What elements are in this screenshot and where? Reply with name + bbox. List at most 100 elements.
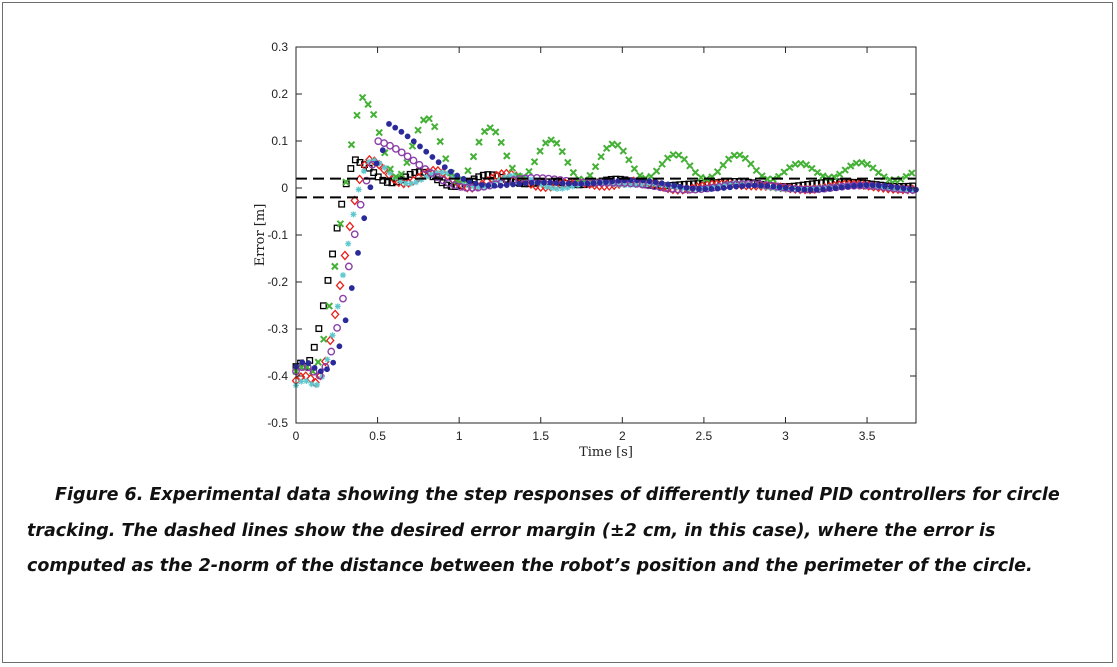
data-point-asterisk xyxy=(298,378,305,385)
data-point-x-mark xyxy=(614,141,622,149)
data-point-dot xyxy=(875,182,882,189)
data-point-x-mark xyxy=(475,138,483,146)
data-point-asterisk xyxy=(804,185,811,192)
data-point-asterisk xyxy=(627,182,634,189)
data-point-dot xyxy=(900,185,907,192)
data-point-dot xyxy=(367,184,374,191)
data-point-asterisk xyxy=(376,160,383,167)
data-point-square xyxy=(411,169,419,176)
data-point-x-mark xyxy=(491,128,500,136)
data-point-dot xyxy=(751,182,758,189)
data-point-x-mark xyxy=(375,128,383,137)
data-point-circle xyxy=(333,323,342,332)
data-point-circle xyxy=(386,141,394,150)
data-point-dot xyxy=(485,182,492,189)
data-point-diamond xyxy=(360,160,369,171)
data-point-diamond xyxy=(325,335,335,346)
data-point-asterisk xyxy=(460,178,467,185)
data-point-x-mark xyxy=(419,116,428,124)
data-point-square xyxy=(315,325,323,333)
data-point-square xyxy=(452,183,460,191)
data-point-dot xyxy=(311,364,318,371)
data-point-x-mark xyxy=(314,358,322,366)
data-point-dot xyxy=(894,184,901,191)
data-point-circle xyxy=(421,165,430,173)
x-tick-label: 1 xyxy=(456,429,463,443)
data-point-x-mark xyxy=(336,220,345,228)
data-point-x-mark xyxy=(752,166,761,175)
data-point-dot xyxy=(820,186,826,193)
data-point-asterisk xyxy=(329,332,336,339)
data-point-dot xyxy=(739,183,746,189)
data-point-dot xyxy=(516,180,523,187)
data-point-dot xyxy=(404,133,411,140)
data-point-dot xyxy=(652,179,659,185)
data-point-dot xyxy=(677,183,684,190)
data-point-dot xyxy=(466,178,473,185)
data-point-asterisk xyxy=(726,180,733,187)
data-point-asterisk xyxy=(418,176,425,183)
data-point-x-mark xyxy=(780,168,788,176)
data-point-x-mark xyxy=(658,160,666,168)
data-point-x-mark xyxy=(736,151,744,159)
data-point-x-mark xyxy=(869,164,877,172)
data-point-asterisk xyxy=(345,240,352,247)
data-point-dot xyxy=(745,182,752,189)
data-point-dot xyxy=(789,185,795,192)
x-tick-label: 3 xyxy=(782,429,789,443)
data-point-x-mark xyxy=(480,127,489,136)
data-point-x-mark xyxy=(414,126,422,134)
data-point-x-mark xyxy=(442,154,450,163)
data-point-dot xyxy=(435,159,442,166)
data-point-dot xyxy=(373,160,380,167)
data-point-asterisk xyxy=(554,185,561,192)
data-point-x-mark xyxy=(397,170,406,178)
data-point-dot xyxy=(782,184,789,191)
data-point-asterisk xyxy=(339,272,346,279)
data-point-x-mark xyxy=(625,156,633,164)
data-point-dot xyxy=(410,138,417,145)
data-point-x-mark xyxy=(852,159,860,167)
data-point-dot xyxy=(863,182,870,189)
data-point-dot xyxy=(683,184,690,191)
data-point-circle xyxy=(409,156,418,165)
data-point-x-mark xyxy=(608,140,616,148)
data-point-asterisk xyxy=(721,181,728,188)
data-point-x-mark xyxy=(569,168,578,177)
data-point-x-mark xyxy=(331,262,339,271)
data-point-asterisk xyxy=(334,303,341,310)
data-point-x-mark xyxy=(747,160,755,168)
data-point-asterisk xyxy=(397,178,404,185)
data-point-circle xyxy=(397,148,406,157)
data-point-dot xyxy=(355,249,361,256)
data-point-dot xyxy=(299,359,306,366)
data-point-dot xyxy=(813,186,820,193)
data-point-dot xyxy=(776,184,783,191)
data-point-diamond xyxy=(350,195,360,206)
data-point-x-mark xyxy=(597,152,605,161)
data-point-x-mark xyxy=(652,167,661,175)
data-point-dot xyxy=(460,176,467,182)
data-point-dot xyxy=(361,215,368,222)
data-point-dot xyxy=(646,178,653,185)
figure-caption: Figure 6. Experimental data showing the … xyxy=(27,485,1060,576)
data-point-asterisk xyxy=(371,157,378,164)
data-point-x-mark xyxy=(358,93,367,102)
y-tick-label: -0.2 xyxy=(267,275,288,289)
data-point-circle xyxy=(350,230,359,239)
series-layer xyxy=(291,93,919,389)
data-point-dot xyxy=(801,186,808,193)
data-point-dot xyxy=(429,154,436,160)
data-point-x-mark xyxy=(536,147,544,155)
data-point-asterisk xyxy=(355,186,362,193)
data-point-asterisk xyxy=(731,180,738,187)
x-tick-label: 2.5 xyxy=(696,429,713,443)
data-point-dot xyxy=(386,121,392,127)
data-point-dot xyxy=(590,180,597,187)
data-point-asterisk xyxy=(381,164,388,171)
data-point-x-mark xyxy=(508,164,517,172)
data-point-x-mark xyxy=(786,163,794,172)
data-point-x-mark xyxy=(835,170,844,178)
data-point-asterisk xyxy=(324,356,331,363)
data-point-x-mark xyxy=(497,138,505,147)
